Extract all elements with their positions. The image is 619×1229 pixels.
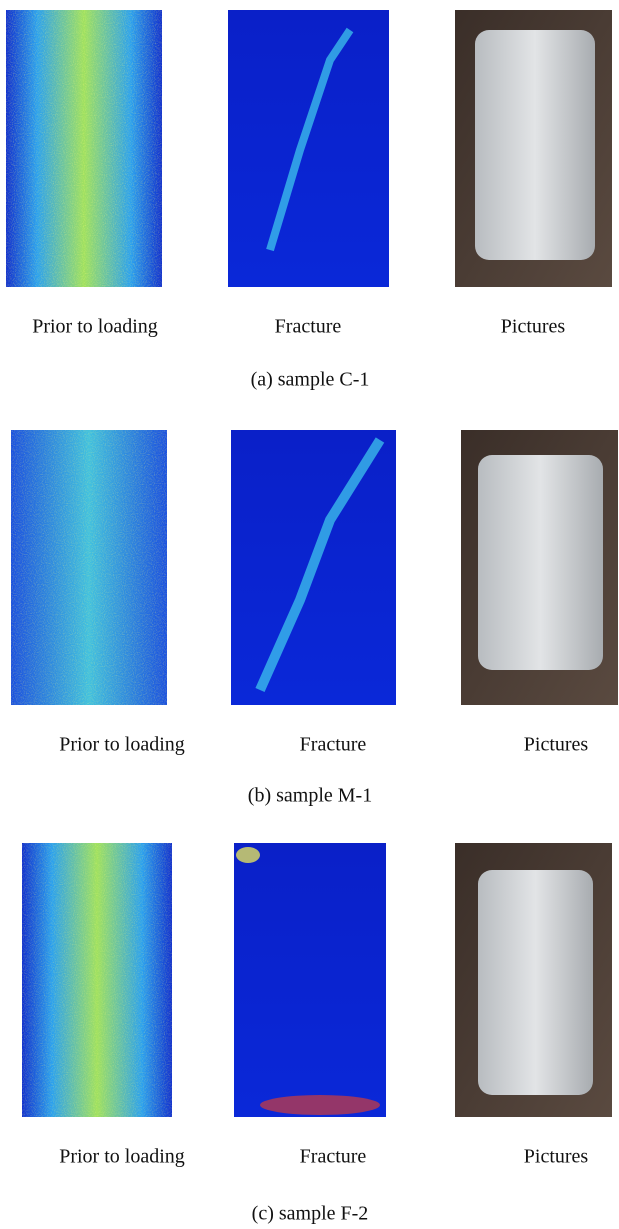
heatmap-fracture <box>228 10 389 287</box>
label: Prior to loading <box>59 1146 185 1168</box>
rock-sample <box>478 870 593 1095</box>
label: Prior to loading <box>59 734 185 756</box>
caption: (a) sample C-1 <box>251 369 370 391</box>
label: Pictures <box>501 316 566 338</box>
label: Pictures <box>524 1146 589 1168</box>
hot-spot <box>236 847 260 863</box>
rock-sample <box>478 455 603 670</box>
label: Pictures <box>524 734 589 756</box>
heatmap-noise <box>6 10 162 287</box>
label: Prior to loading <box>32 316 158 338</box>
label: Fracture <box>275 316 342 338</box>
figure: Prior to loading Fracture Pictures (a) s… <box>0 0 619 1229</box>
label: Fracture <box>300 1146 367 1168</box>
heatmap-fracture <box>234 843 386 1117</box>
row-a: Prior to loading Fracture Pictures (a) s… <box>6 10 612 391</box>
hot-spot <box>260 1095 380 1115</box>
rock-sample <box>475 30 595 260</box>
row-b: Prior to loading Fracture Pictures (b) s… <box>11 430 618 807</box>
caption: (b) sample M-1 <box>248 785 372 807</box>
label: Fracture <box>300 734 367 756</box>
heatmap-noise <box>22 843 172 1117</box>
caption: (c) sample F-2 <box>252 1203 369 1225</box>
row-c: Prior to loading Fracture Pictures (c) s… <box>22 843 612 1225</box>
heatmap-noise <box>11 430 167 705</box>
